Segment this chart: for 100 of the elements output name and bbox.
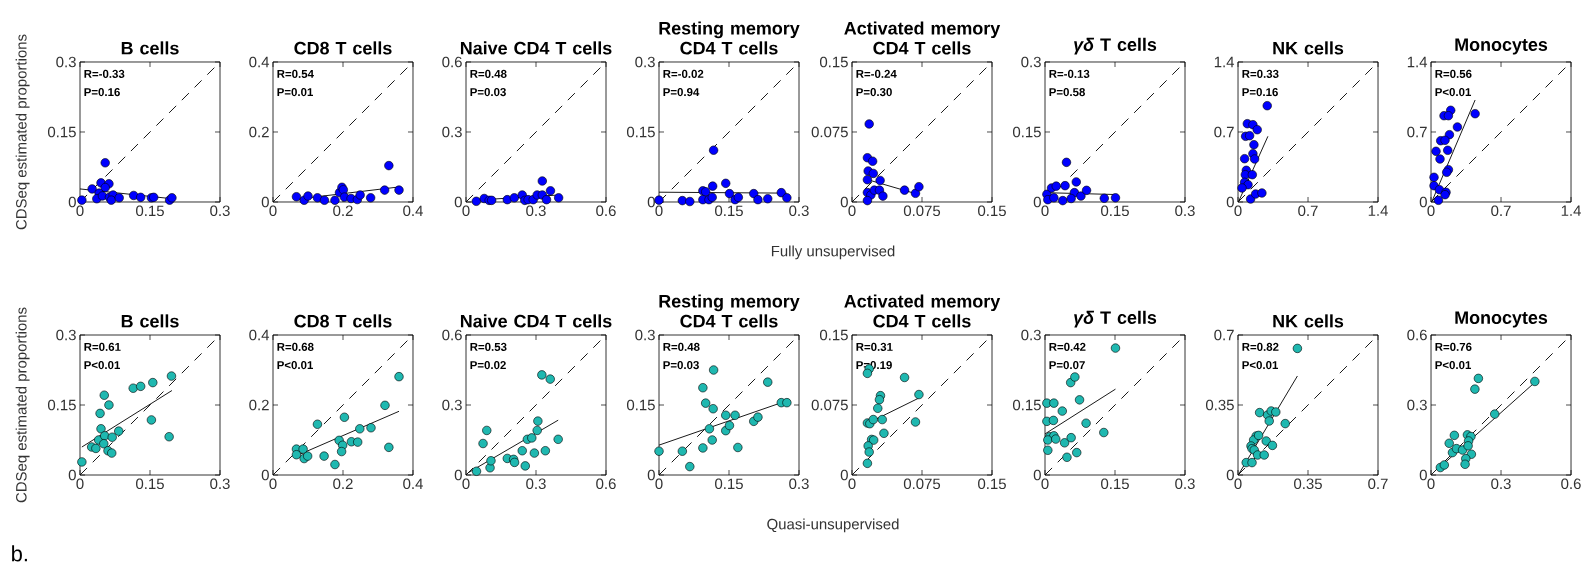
x-tick-label: 0.3: [1175, 478, 1195, 490]
y-axis-title: CDSeq estimated proportions: [15, 307, 30, 503]
y-tick-label: 0.15: [819, 56, 848, 68]
y-tick-label: 1.4: [1407, 56, 1428, 68]
annotation: R=-0.13: [1049, 69, 1090, 78]
x-tick-label: 0.15: [978, 205, 1006, 217]
x-tick-label: 0: [848, 478, 856, 490]
x-axis-title: Fully unsupervised: [771, 245, 895, 260]
y-tick-label: 0.2: [249, 126, 269, 138]
annotation: R=0.42: [1049, 342, 1086, 351]
y-tick-label: 0.7: [1214, 126, 1234, 138]
annotation: R=-0.02: [663, 69, 704, 78]
x-tick-label: 0.075: [903, 205, 941, 217]
x-tick-label: 0: [76, 205, 84, 217]
x-tick-label: 0.3: [210, 205, 230, 217]
annotation: R=-0.24: [856, 69, 897, 78]
chart-title: Activated memory CD4 T cells: [844, 294, 1001, 328]
y-tick-label: 0: [454, 469, 462, 481]
x-tick-label: 0.6: [596, 478, 616, 490]
x-tick-label: 0: [1234, 478, 1242, 490]
y-tick-label: 1.4: [1214, 56, 1235, 68]
x-tick-label: 0.4: [403, 205, 423, 217]
annotation: R=0.31: [856, 342, 893, 351]
annotation: P=0.03: [470, 88, 506, 97]
chart-title: Monocytes: [1455, 311, 1548, 328]
x-tick-label: 0: [655, 205, 663, 217]
y-tick-label: 0.2: [249, 399, 269, 411]
annotation: R=0.56: [1435, 69, 1472, 78]
y-tick-label: 0.15: [626, 126, 655, 138]
chart-title: Activated memory CD4 T cells: [844, 21, 1001, 55]
x-tick-label: 0.075: [903, 478, 941, 490]
annotation: P=0.16: [1242, 88, 1278, 97]
y-tick-label: 0.6: [1407, 329, 1427, 341]
y-tick-label: 0.3: [56, 329, 76, 341]
y-tick-label: 0.3: [635, 56, 655, 68]
annotation: P=0.01: [277, 88, 314, 97]
x-tick-label: 0.6: [596, 205, 616, 217]
annotation: P=0.02: [470, 361, 506, 370]
text: b.: [12, 545, 27, 562]
x-axis-title: Quasi-unsupervised: [767, 518, 899, 533]
annotation: R=0.68: [277, 342, 314, 351]
y-tick-label: 0: [261, 196, 269, 208]
y-tick-label: 0: [1226, 469, 1234, 481]
chart-title: Naive CD4 T cells: [460, 314, 612, 328]
y-tick-label: 0: [1226, 196, 1234, 208]
x-tick-label: 0: [462, 205, 470, 217]
annotation: P=0.30: [856, 88, 892, 97]
annotation: R=0.48: [663, 342, 700, 351]
y-tick-label: 0.15: [1012, 399, 1041, 411]
chart-title: Naive CD4 T cells: [460, 41, 612, 55]
y-tick-label: 0.15: [1012, 126, 1041, 138]
y-tick-label: 0: [1033, 196, 1041, 208]
y-tick-label: 0.4: [249, 56, 270, 68]
chart-title: NK cells: [1273, 314, 1344, 328]
x-tick-label: 1.4: [1561, 205, 1581, 216]
y-tick-label: 0.3: [1021, 329, 1041, 341]
y-tick-label: 0.35: [1205, 399, 1234, 411]
x-tick-label: 0: [655, 478, 663, 490]
x-tick-label: 0: [1427, 205, 1435, 217]
annotation: P=0.03: [663, 361, 699, 370]
x-tick-label: 0: [76, 478, 84, 490]
y-tick-label: 0.15: [47, 126, 76, 138]
x-tick-label: 1.4: [1368, 205, 1388, 216]
chart-title: Resting memory CD4 T cells: [659, 294, 800, 328]
y-tick-label: 0.7: [1214, 329, 1234, 341]
annotation: R=0.33: [1242, 69, 1279, 78]
x-tick-label: 0.3: [526, 478, 546, 490]
y-tick-label: 0: [454, 196, 462, 208]
y-tick-label: 0.3: [1021, 56, 1041, 68]
y-tick-label: 0: [261, 469, 269, 481]
x-tick-label: 0.15: [715, 205, 743, 217]
chart-title: NK cells: [1273, 41, 1344, 55]
x-tick-label: 0.3: [789, 205, 809, 217]
annotation: R=0.76: [1435, 342, 1472, 351]
x-tick-label: 0.7: [1298, 205, 1318, 217]
y-tick-label: 0.7: [1407, 126, 1427, 138]
x-tick-label: 0: [462, 478, 470, 490]
annotation: P=0.94: [663, 88, 700, 97]
y-tick-label: 0.4: [249, 329, 270, 341]
chart-title: γδ T cells: [1074, 310, 1157, 328]
y-tick-label: 0.075: [811, 399, 848, 411]
x-tick-label: 0.3: [1175, 205, 1195, 217]
annotation: R=0.48: [470, 69, 507, 78]
y-tick-label: 0.3: [635, 329, 655, 341]
x-tick-label: 0.35: [1294, 478, 1322, 490]
x-tick-label: 0.2: [333, 478, 353, 490]
y-tick-label: 0: [1419, 196, 1427, 208]
annotation: R=-0.33: [84, 69, 125, 78]
y-tick-label: 0: [68, 469, 76, 481]
y-tick-label: 0.15: [47, 399, 76, 411]
y-axis-title: CDSeq estimated proportions: [15, 34, 30, 230]
chart-title: γδ T cells: [1074, 37, 1157, 55]
annotation: P<0.01: [1242, 361, 1279, 370]
chart-title: Monocytes: [1455, 38, 1548, 55]
x-tick-label: 0.15: [978, 478, 1006, 490]
chart-title: CD8 T cells: [294, 314, 392, 328]
annotation: R=0.61: [84, 342, 121, 351]
x-tick-label: 0.3: [210, 478, 230, 490]
y-tick-label: 0.075: [811, 126, 848, 138]
x-tick-label: 0.3: [526, 205, 546, 217]
